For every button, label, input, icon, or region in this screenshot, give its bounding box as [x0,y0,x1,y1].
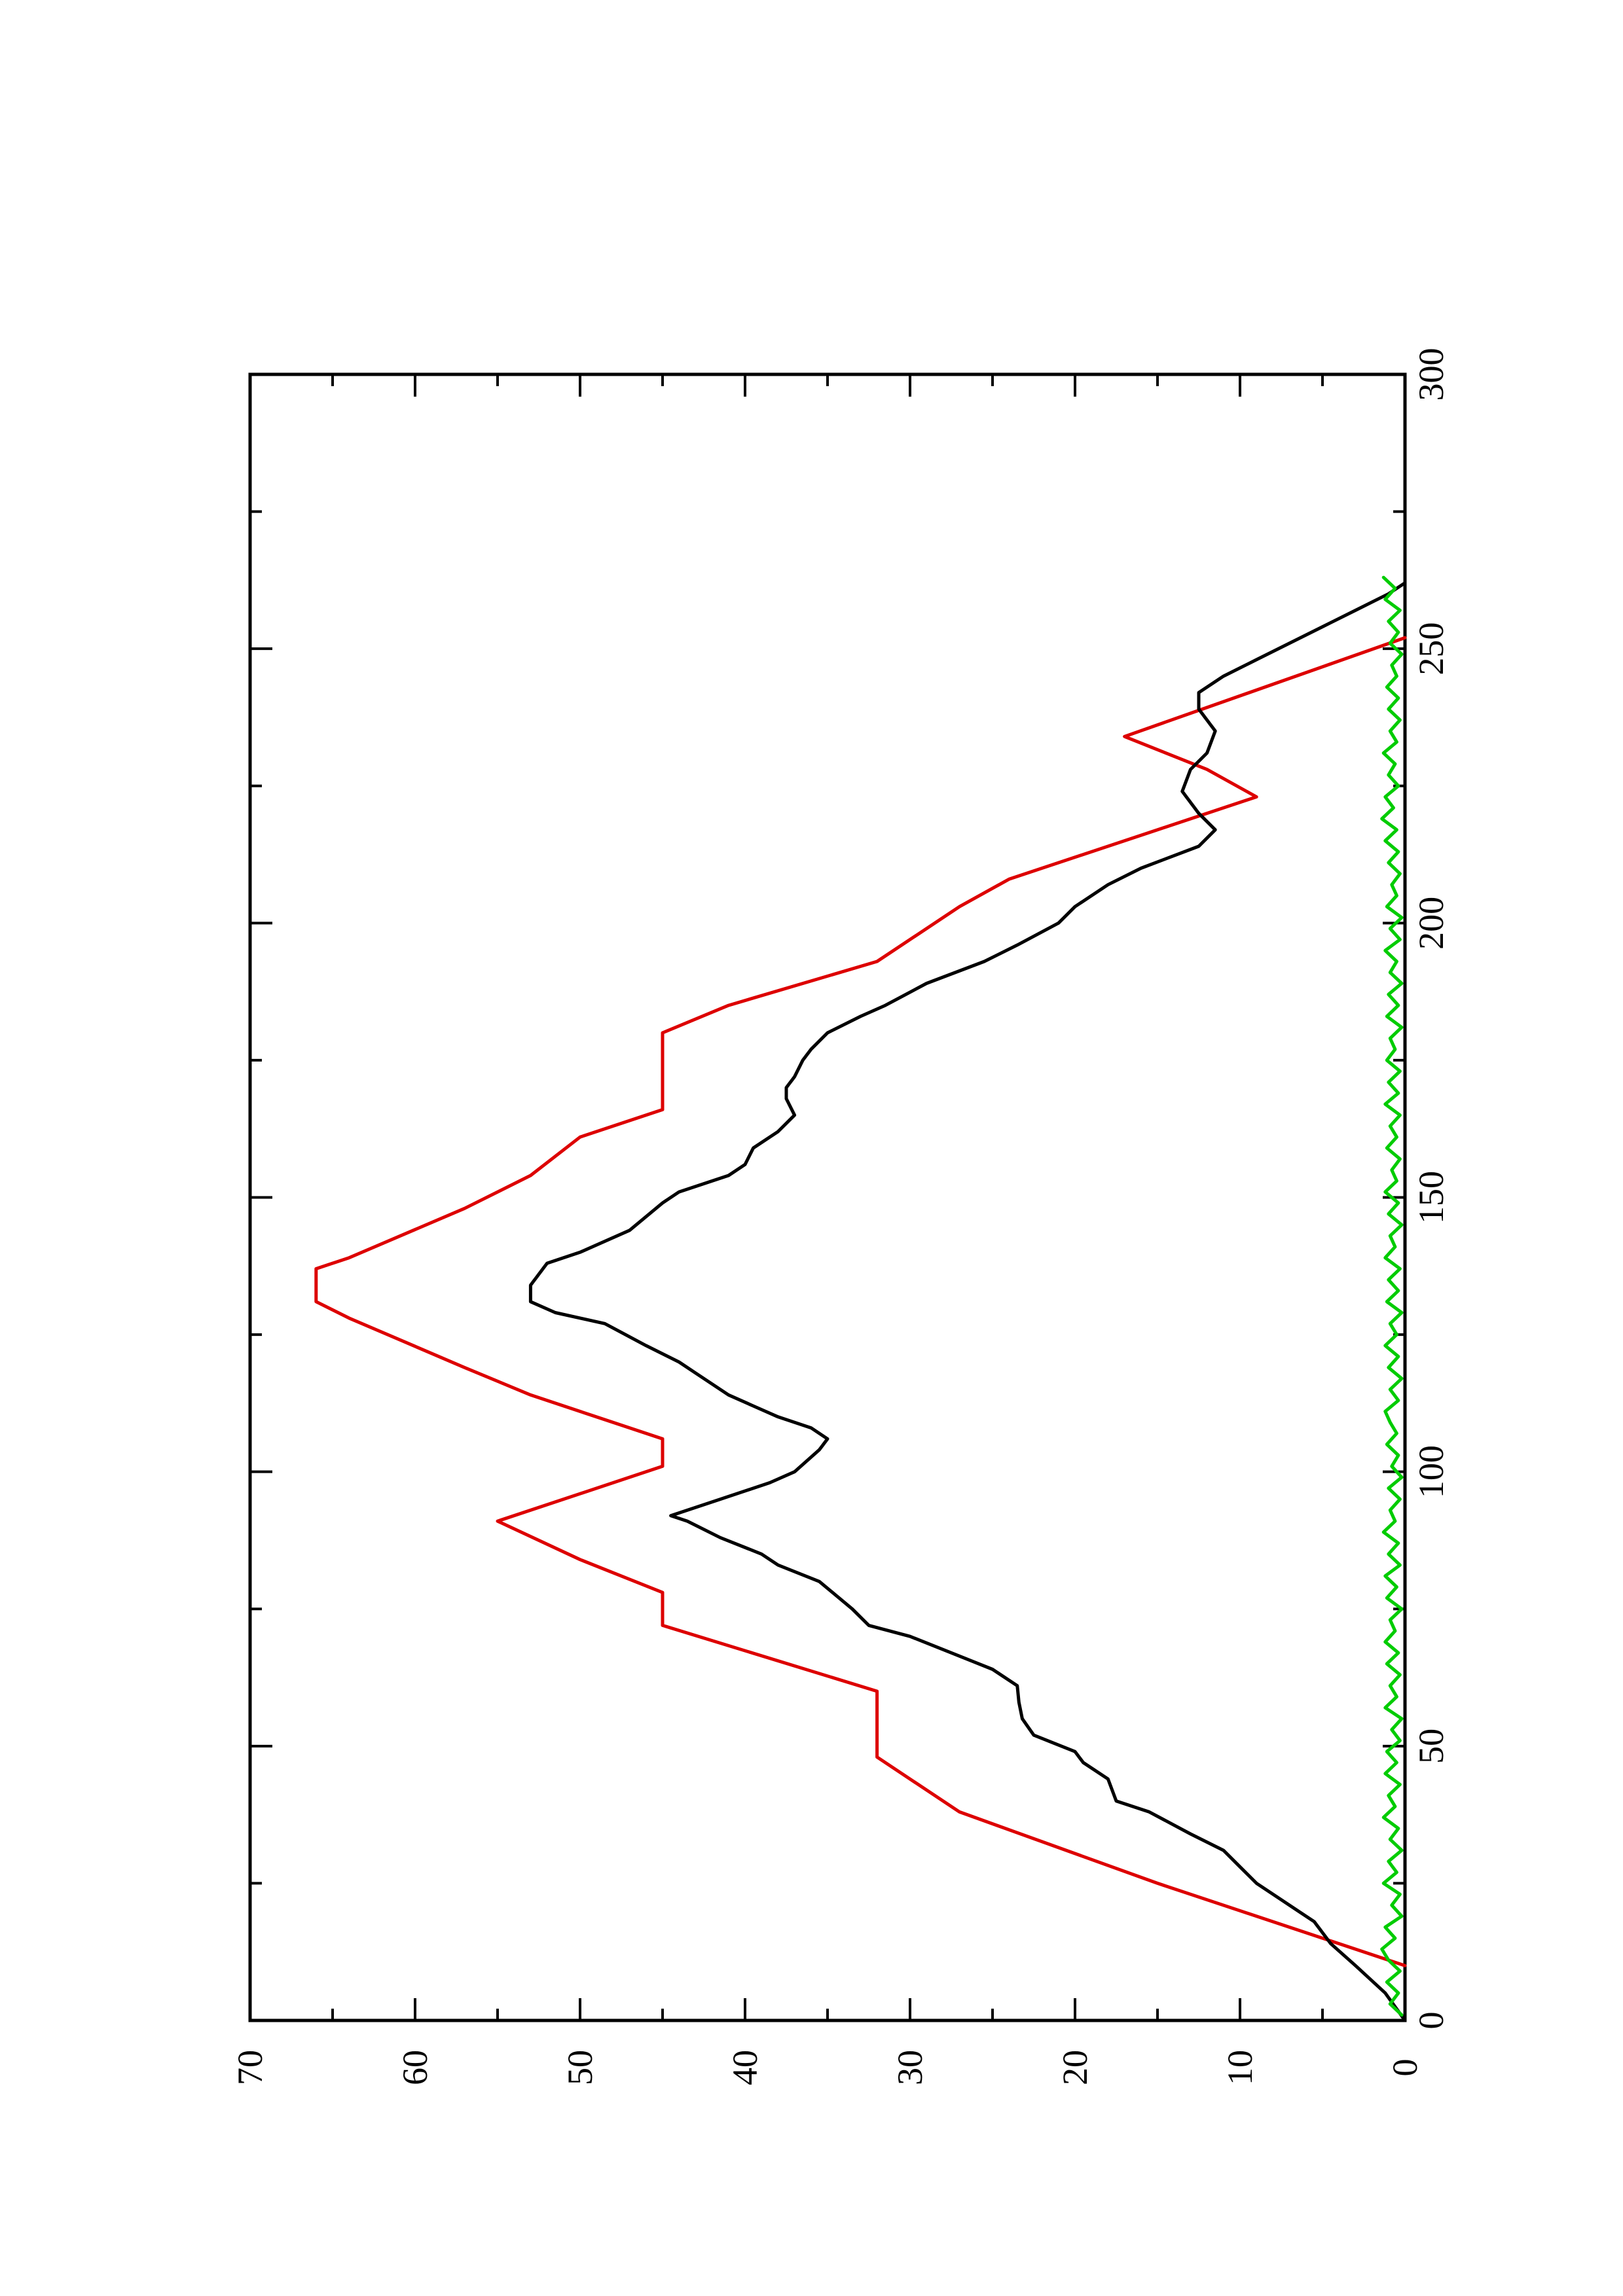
x-tick-label: 100 [1412,1445,1451,1498]
x-axis-tick-labels: 0 50 100 150 200 250 300 [1412,348,1451,2030]
y-tick-label: 10 [1220,2050,1260,2085]
x-tick-label: 200 [1412,897,1451,950]
series-line-1 [314,636,1407,1967]
x-tick-label: 250 [1412,622,1451,675]
x-tick-label: 50 [1412,1729,1451,1764]
y-axis-tick-labels: 0 10 20 30 40 50 60 70 [230,2050,1425,2085]
series-layer [314,575,1407,2022]
plot-frame [248,372,1407,2022]
series-line-3 [1380,575,1404,2017]
y-tick-label: 20 [1055,2050,1095,2085]
y-tick-label: 30 [890,2050,930,2085]
x-tick-label: 0 [1412,2012,1451,2030]
axis-ticks [249,373,1406,2022]
y-tick-label: 50 [560,2050,600,2085]
y-tick-label: 60 [395,2050,435,2085]
series-line-2 [528,581,1407,2022]
x-tick-label: 150 [1412,1171,1451,1224]
y-tick-label: 70 [230,2050,270,2085]
y-tick-label: 0 [1385,2059,1425,2077]
x-tick-label: 300 [1412,348,1451,401]
y-tick-label: 40 [725,2050,765,2085]
